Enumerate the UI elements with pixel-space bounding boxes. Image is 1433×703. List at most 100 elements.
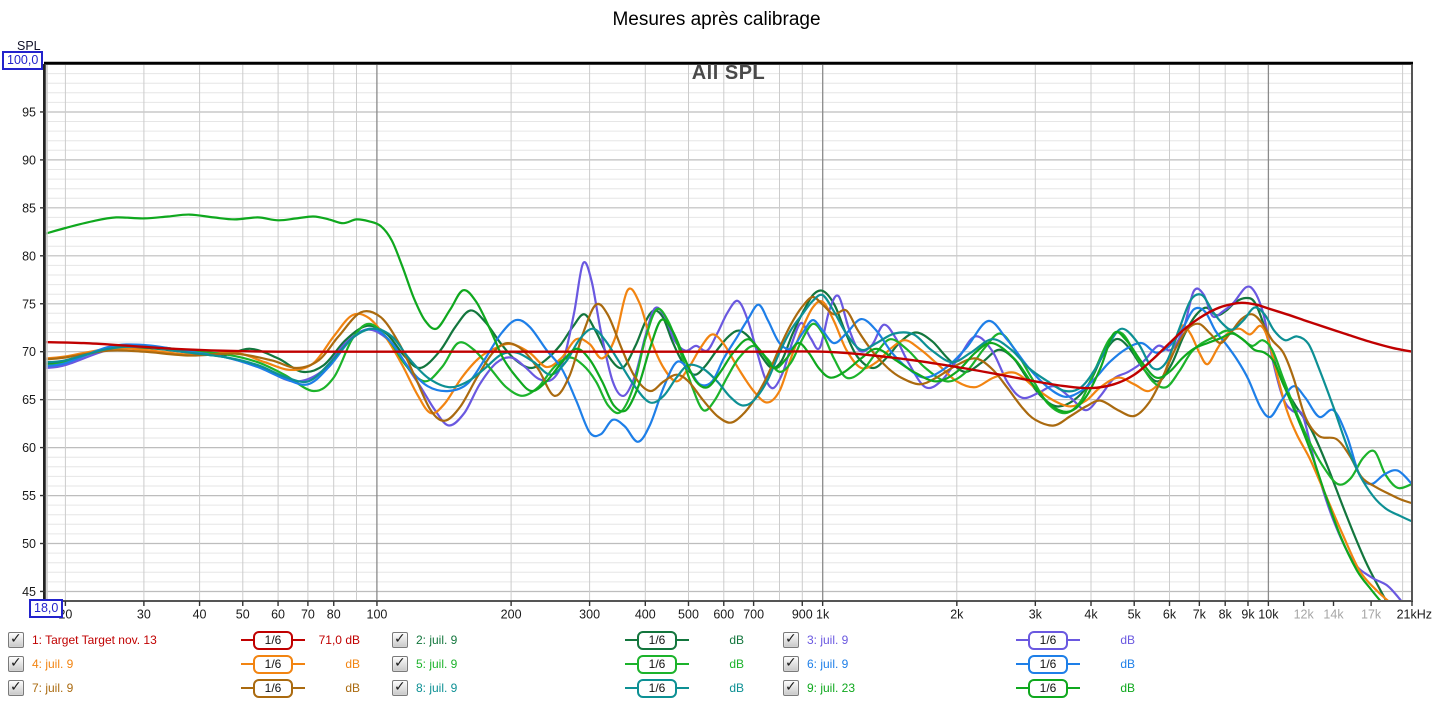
x-tick-label: 6k	[1163, 608, 1177, 622]
x-tick-label: 12k	[1294, 608, 1315, 622]
chart-inner-title: All SPL	[691, 62, 766, 84]
smoothing-value-4[interactable]: 1/6	[253, 654, 293, 674]
y-tick-label: 45	[22, 585, 36, 599]
smoothing-badge-7[interactable]: 1/6	[230, 678, 316, 698]
smoothing-value-5[interactable]: 1/6	[637, 654, 677, 674]
smoothing-value-3[interactable]: 1/6	[1028, 630, 1068, 650]
y-tick-label: 60	[22, 441, 36, 455]
y-tick-label: 90	[22, 153, 36, 167]
x-tick-label: 40	[193, 608, 207, 622]
smoothing-badge-4[interactable]: 1/6	[230, 654, 316, 674]
legend-checkbox-3[interactable]	[783, 630, 799, 648]
smoothing-value-7[interactable]: 1/6	[253, 678, 293, 698]
legend-label-3[interactable]: 3: juil. 9	[807, 633, 849, 647]
y-tick-label: 65	[22, 393, 36, 407]
level-value-2[interactable]: dB	[729, 633, 744, 647]
x-tick-label: 200	[501, 608, 522, 622]
legend-item-3: 3: juil. 9 1/6 dB	[783, 630, 1143, 650]
smoothing-badge-2[interactable]: 1/6	[614, 630, 700, 650]
legend-item-8: 8: juil. 9 1/6 dB	[392, 678, 752, 698]
legend-checkbox-2[interactable]	[392, 630, 408, 648]
legend-item-9: 9: juil. 23 1/6 dB	[783, 678, 1143, 698]
trace-1	[45, 301, 1412, 390]
badge-dash	[1068, 638, 1080, 642]
legend-item-7: 7: juil. 9 1/6 dB	[8, 678, 368, 698]
legend-item-5: 5: juil. 9 1/6 dB	[392, 654, 752, 674]
y-tick-label: 70	[22, 345, 36, 359]
trace-6	[45, 303, 1412, 486]
badge-dash	[677, 662, 689, 666]
legend-checkbox-7[interactable]	[8, 678, 24, 696]
x-tick-label: 300	[579, 608, 600, 622]
legend-label-8[interactable]: 8: juil. 9	[416, 681, 458, 695]
badge-dash	[1016, 662, 1028, 666]
x-tick-label: 21kHz	[1397, 608, 1432, 622]
level-value-5[interactable]: dB	[729, 657, 744, 671]
legend-item-4: 4: juil. 9 1/6 dB	[8, 654, 368, 674]
x-tick-label: 50	[236, 608, 250, 622]
level-value-6[interactable]: dB	[1120, 657, 1135, 671]
trace-7	[45, 295, 1412, 505]
legend-checkbox-1[interactable]	[8, 630, 24, 648]
badge-dash	[1068, 686, 1080, 690]
legend-label-2[interactable]: 2: juil. 9	[416, 633, 458, 647]
badge-dash	[293, 662, 305, 666]
x-tick-label: 70	[301, 608, 315, 622]
x-tick-label: 7k	[1193, 608, 1207, 622]
x-tick-label: 900	[792, 608, 813, 622]
y-tick-label: 80	[22, 249, 36, 263]
legend-item-6: 6: juil. 9 1/6 dB	[783, 654, 1143, 674]
smoothing-badge-9[interactable]: 1/6	[1005, 678, 1091, 698]
x-tick-label: 100	[367, 608, 388, 622]
legend-label-1[interactable]: 1: Target Target nov. 13	[32, 633, 157, 647]
smoothing-value-1[interactable]: 1/6	[253, 630, 293, 650]
smoothing-badge-5[interactable]: 1/6	[614, 654, 700, 674]
legend-checkbox-5[interactable]	[392, 654, 408, 672]
level-value-8[interactable]: dB	[729, 681, 744, 695]
level-value-4[interactable]: dB	[345, 657, 360, 671]
legend-checkbox-6[interactable]	[783, 654, 799, 672]
x-tick-label: 2k	[950, 608, 964, 622]
badge-dash	[1016, 638, 1028, 642]
y-tick-label: 95	[22, 105, 36, 119]
y-axis-name: SPL	[17, 39, 41, 53]
level-value-9[interactable]: dB	[1120, 681, 1135, 695]
legend-checkbox-9[interactable]	[783, 678, 799, 696]
x-tick-label: 600	[713, 608, 734, 622]
level-value-7[interactable]: dB	[345, 681, 360, 695]
level-value-3[interactable]: dB	[1120, 633, 1135, 647]
legend-label-4[interactable]: 4: juil. 9	[32, 657, 74, 671]
smoothing-value-9[interactable]: 1/6	[1028, 678, 1068, 698]
smoothing-value-6[interactable]: 1/6	[1028, 654, 1068, 674]
trace-3	[45, 261, 1402, 601]
smoothing-badge-8[interactable]: 1/6	[614, 678, 700, 698]
level-value-1[interactable]: 71,0 dB	[318, 633, 360, 647]
legend-label-6[interactable]: 6: juil. 9	[807, 657, 849, 671]
x-axis-min-field[interactable]: 18,0	[29, 599, 64, 618]
legend-label-7[interactable]: 7: juil. 9	[32, 681, 74, 695]
legend-checkbox-4[interactable]	[8, 654, 24, 672]
smoothing-badge-6[interactable]: 1/6	[1005, 654, 1091, 674]
smoothing-value-8[interactable]: 1/6	[637, 678, 677, 698]
legend-checkbox-8[interactable]	[392, 678, 408, 696]
legend-label-9[interactable]: 9: juil. 23	[807, 681, 856, 695]
badge-dash	[241, 662, 253, 666]
badge-dash	[293, 638, 305, 642]
x-tick-label: 17k	[1361, 608, 1382, 622]
x-tick-label: 500	[678, 608, 699, 622]
legend-label-5[interactable]: 5: juil. 9	[416, 657, 458, 671]
x-tick-label: 9k	[1241, 608, 1255, 622]
x-tick-label: 80	[327, 608, 341, 622]
y-axis-max-field[interactable]: 100,0	[2, 51, 44, 70]
smoothing-value-2[interactable]: 1/6	[637, 630, 677, 650]
y-tick-label: 75	[22, 297, 36, 311]
smoothing-badge-3[interactable]: 1/6	[1005, 630, 1091, 650]
x-tick-label: 10k	[1258, 608, 1279, 622]
badge-dash	[677, 686, 689, 690]
badge-dash	[293, 686, 305, 690]
smoothing-badge-1[interactable]: 1/6	[230, 630, 316, 650]
x-tick-label: 3k	[1029, 608, 1043, 622]
badge-dash	[241, 686, 253, 690]
